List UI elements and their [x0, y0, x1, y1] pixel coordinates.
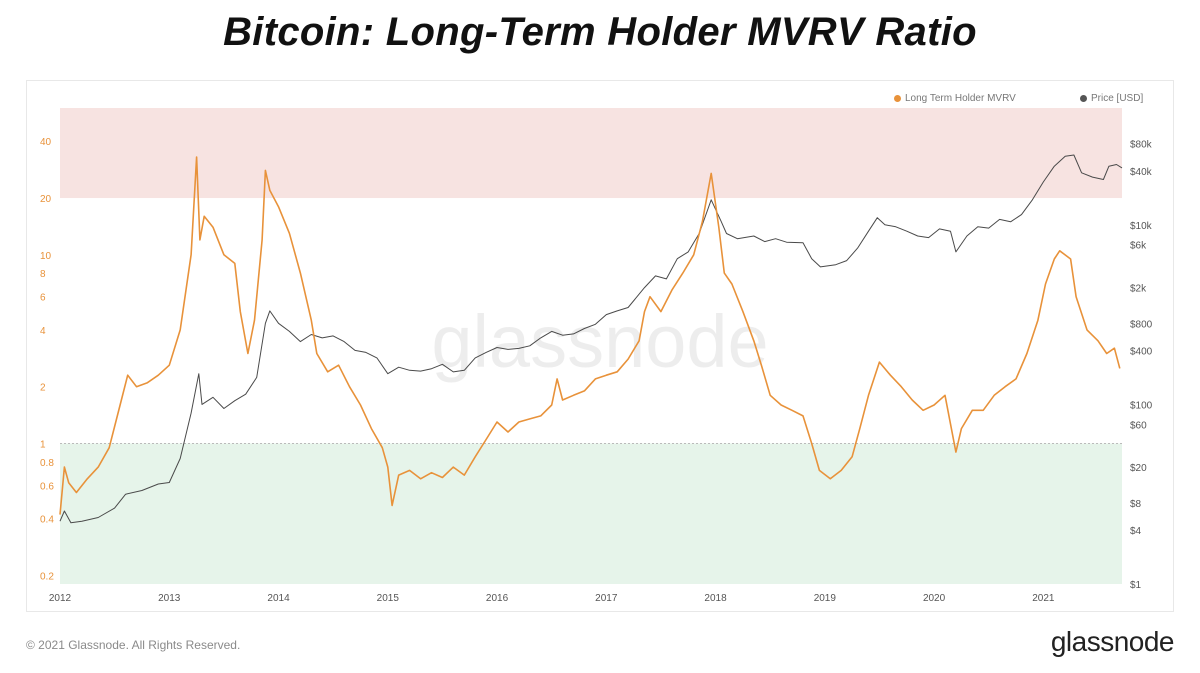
y-right-tick-label: $60	[1130, 420, 1147, 431]
y-right-tick-label: $40k	[1130, 167, 1153, 178]
legend-item-price[interactable]: Price [USD]	[1080, 93, 1143, 104]
x-tick-label: 2014	[267, 593, 290, 604]
y-right-tick-label: $80k	[1130, 140, 1153, 151]
legend-label-mvrv: Long Term Holder MVRV	[905, 93, 1016, 104]
y-left-tick-label: 8	[40, 269, 46, 280]
x-tick-label: 2016	[486, 593, 509, 604]
series-line-price	[59, 154, 1123, 524]
y-left-tick-label: 0.2	[40, 571, 54, 582]
y-left-tick-label: 0.8	[40, 458, 54, 469]
legend-dot-price-icon	[1080, 95, 1087, 102]
x-tick-label: 2015	[377, 593, 400, 604]
y-right-tick-label: $4	[1130, 526, 1142, 537]
band-upper	[60, 108, 1122, 199]
chart-title: Bitcoin: Long-Term Holder MVRV Ratio	[223, 10, 977, 54]
y-left-tick-label: 1	[40, 439, 46, 450]
x-tick-label: 2013	[158, 593, 181, 604]
watermark: glassnode	[431, 300, 768, 383]
y-right-tick-label: $8	[1130, 499, 1142, 510]
band-lower	[60, 443, 1122, 584]
x-tick-label: 2017	[595, 593, 618, 604]
legend-label-price: Price [USD]	[1091, 93, 1144, 104]
y-left-tick-label: 20	[40, 194, 52, 205]
legend-item-mvrv[interactable]: Long Term Holder MVRV	[894, 93, 1016, 104]
x-tick-label: 2018	[704, 593, 727, 604]
brand-logo[interactable]: glassnode	[1050, 626, 1175, 657]
x-tick-label: 2019	[814, 593, 837, 604]
copyright-text: © 2021 Glassnode. All Rights Reserved.	[26, 638, 241, 652]
y-right-tick-label: $800	[1130, 319, 1153, 330]
y-left-tick-label: 2	[40, 383, 46, 394]
y-left-tick-label: 0.6	[40, 481, 54, 492]
x-tick-label: 2012	[49, 593, 72, 604]
y-right-tick-label: $400	[1130, 346, 1153, 357]
y-right-tick-label: $6k	[1130, 241, 1147, 252]
legend-dot-mvrv-icon	[894, 95, 901, 102]
series-line-mvrv	[59, 156, 1121, 515]
x-tick-label: 2020	[923, 593, 946, 604]
y-left-tick-label: 40	[40, 137, 52, 148]
x-tick-label: 2021	[1032, 593, 1055, 604]
y-left-tick-label: 0.4	[40, 515, 54, 526]
y-left-tick-label: 4	[40, 326, 46, 337]
chart-frame	[26, 80, 1174, 612]
y-right-tick-label: $20	[1130, 463, 1147, 474]
y-right-tick-label: $1	[1130, 580, 1142, 591]
y-right-tick-label: $100	[1130, 400, 1153, 411]
y-left-tick-label: 10	[40, 251, 52, 262]
y-right-tick-label: $2k	[1130, 284, 1147, 295]
y-right-tick-label: $10k	[1130, 221, 1153, 232]
y-left-tick-label: 6	[40, 293, 46, 304]
